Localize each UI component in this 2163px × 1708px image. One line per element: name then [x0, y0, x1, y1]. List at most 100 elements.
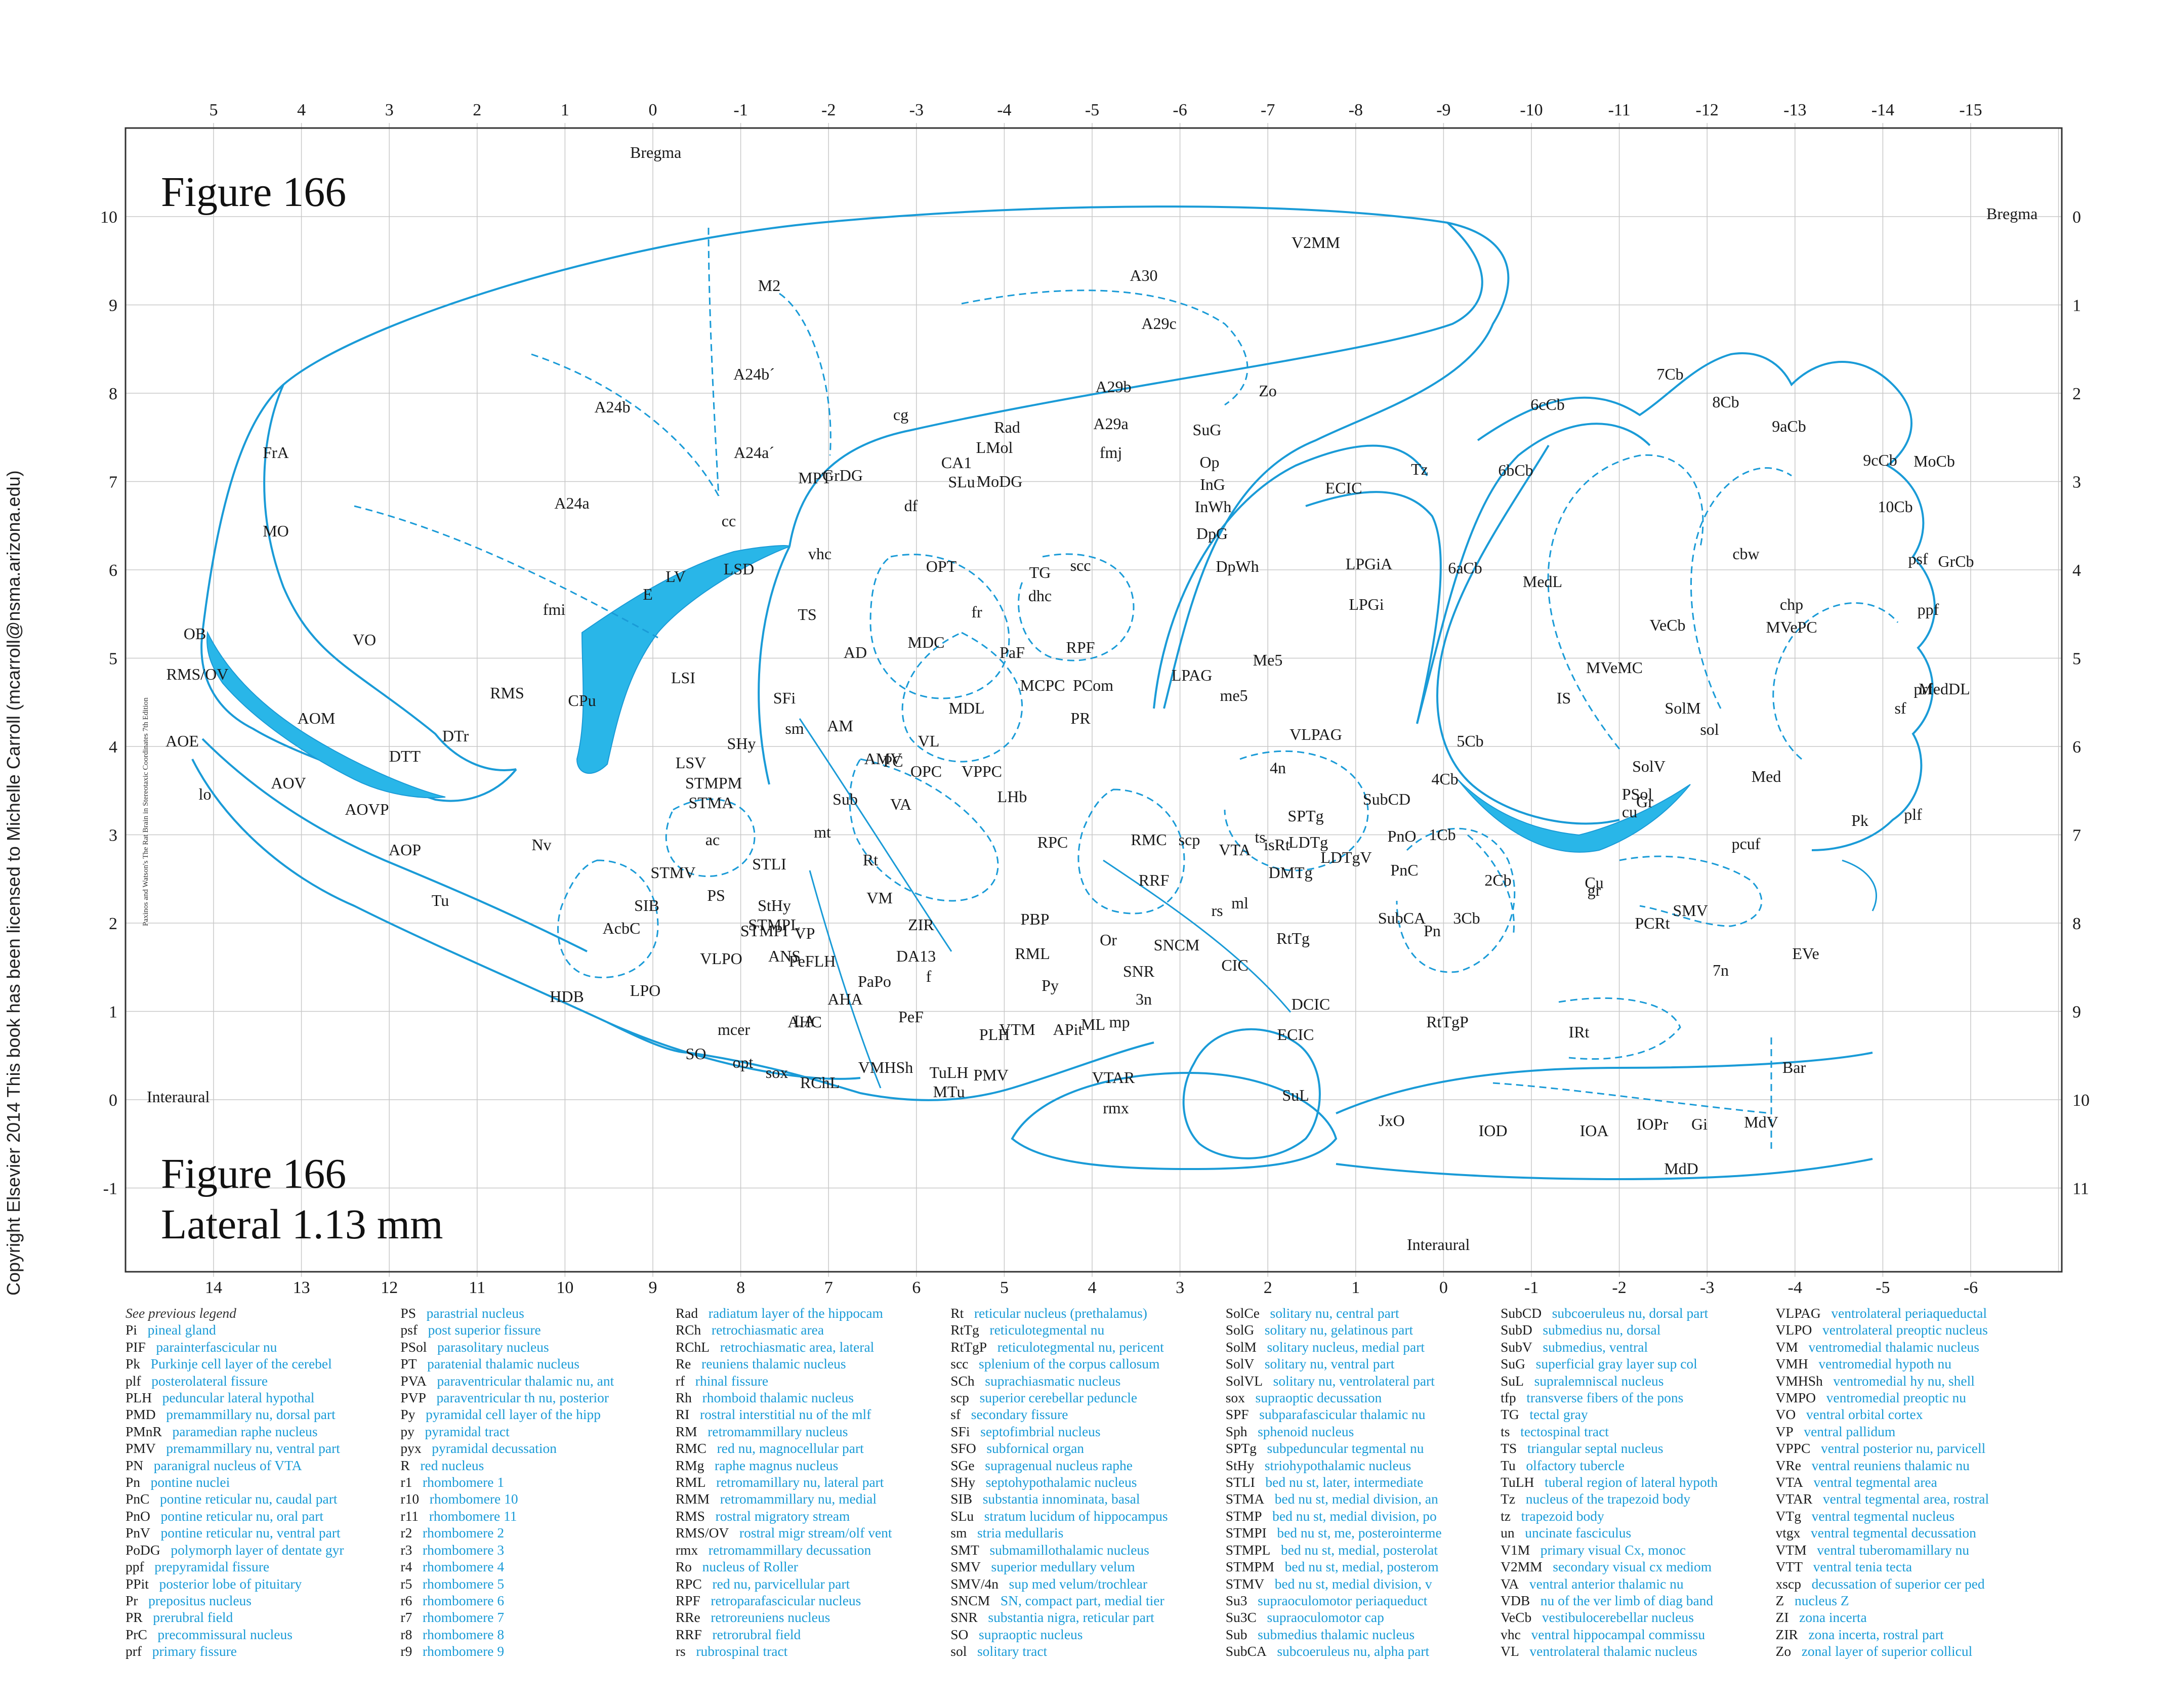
legend-entry: SPTg subpeduncular tegmental nu	[1226, 1440, 1499, 1456]
region-label: sm	[785, 719, 804, 737]
region-label: Rt	[863, 851, 878, 869]
legend-abbreviation: VDB	[1501, 1592, 1530, 1608]
region-label: MVePC	[1766, 618, 1817, 636]
legend-abbreviation: STMPM	[1225, 1559, 1274, 1575]
legend-definition: rhombomere 10	[426, 1491, 518, 1507]
legend-definition: trapezoid body	[1517, 1508, 1604, 1524]
legend-abbreviation: vhc	[1501, 1626, 1521, 1642]
region-label: VMHSh	[858, 1058, 913, 1076]
legend-entry: SolG solitary nu, gelatinous part	[1226, 1321, 1499, 1338]
figure-title-bottom: Figure 166	[161, 1150, 347, 1197]
legend-entry: PnO pontine reticular nu, oral part	[126, 1508, 398, 1524]
region-label: VPPC	[962, 762, 1002, 780]
legend-definition: bed nu st, medial, posterolat	[1277, 1542, 1438, 1558]
left-axis-tick: 7	[109, 473, 117, 492]
region-label: Cu	[1585, 873, 1603, 892]
legend-entry: r11 rhombomere 11	[400, 1508, 673, 1524]
legend-abbreviation: Pk	[126, 1356, 141, 1372]
legend-entry: VTA ventral tegmental area	[1776, 1474, 2049, 1490]
legend-abbreviation: VLPO	[1775, 1322, 1812, 1338]
legend-definition: reticulotegmental nu, pericent	[993, 1339, 1164, 1355]
legend-definition: rhomboid thalamic nucleus	[698, 1390, 854, 1406]
legend-abbreviation: PPit	[126, 1575, 149, 1592]
left-axis-tick: 4	[109, 738, 117, 757]
legend-definition: pyramidal decussation	[428, 1440, 557, 1456]
top-axis-tick: -9	[1436, 101, 1450, 119]
region-label: gr	[1588, 881, 1601, 899]
legend-definition: tectal gray	[1526, 1406, 1588, 1423]
legend-definition: substantia innominata, basal	[979, 1491, 1140, 1507]
legend-definition: striohypothalamic nucleus	[1261, 1457, 1411, 1473]
legend-abbreviation: RRe	[675, 1609, 700, 1626]
legend-entry: Pi pineal gland	[126, 1321, 398, 1338]
region-label: MCPC	[1020, 676, 1065, 694]
legend-abbreviation: SolG	[1225, 1322, 1255, 1338]
legend-entry: r9 rhombomere 9	[400, 1643, 673, 1659]
legend-abbreviation: Sub	[1225, 1626, 1247, 1642]
region-label: MDL	[948, 699, 984, 717]
region-label: DTT	[389, 747, 421, 765]
legend-entry: psf post superior fissure	[400, 1321, 673, 1338]
region-label: 4n	[1270, 759, 1286, 777]
region-label: VP	[795, 924, 815, 942]
legend-definition: sup med velum/trochlear	[1005, 1575, 1148, 1592]
legend-entry: VP ventral pallidum	[1776, 1423, 2049, 1440]
bottom-axis-tick: 1	[1351, 1278, 1360, 1296]
legend-abbreviation: VP	[1775, 1423, 1794, 1439]
region-label: Gr	[1636, 793, 1653, 811]
legend-abbreviation: r5	[400, 1575, 412, 1592]
legend-abbreviation: sol	[950, 1643, 967, 1659]
region-label: SubCD	[1363, 790, 1410, 808]
region-label: RMS	[490, 684, 524, 702]
legend-entry: SubCA subcoeruleus nu, alpha part	[1226, 1643, 1499, 1659]
region-label: MdV	[1744, 1113, 1778, 1131]
region-label: RML	[1015, 944, 1050, 963]
legend-definition: superior medullary velum	[987, 1559, 1135, 1575]
legend-definition: ventromedial preoptic nu	[1822, 1390, 1967, 1406]
legend-definition: bed nu st, medial division, an	[1271, 1491, 1438, 1507]
legend-entry: RI rostral interstitial nu of the mlf	[676, 1406, 948, 1423]
region-label: 6bCb	[1498, 461, 1533, 479]
legend-abbreviation: SuL	[1501, 1372, 1524, 1389]
region-label: PLH	[979, 1025, 1010, 1044]
legend-entry: SubD submedius nu, dorsal	[1501, 1321, 1773, 1338]
region-label: MVeMC	[1586, 658, 1643, 677]
legend-definition: vestibulocerebellar nucleus	[1538, 1609, 1694, 1626]
legend-definition: bed nu st, medial division, v	[1271, 1575, 1432, 1592]
region-label: VL	[918, 732, 940, 750]
region-label: E	[643, 585, 653, 603]
region-label: Me5	[1253, 651, 1283, 669]
region-label: Nv	[531, 836, 551, 854]
region-label: cg	[893, 405, 908, 424]
legend-definition: prerubral field	[149, 1609, 233, 1626]
region-label: AHA	[827, 990, 862, 1008]
legend-entry: PLH peduncular lateral hypothal	[126, 1389, 398, 1406]
region-label: LV	[665, 567, 686, 586]
top-axis-tick: -15	[1959, 101, 1982, 119]
right-axis-tick: 0	[2072, 208, 2081, 227]
region-label: GrCb	[1938, 552, 1974, 570]
legend-entry: R red nucleus	[400, 1457, 673, 1474]
legend-abbreviation: VMPO	[1775, 1390, 1816, 1406]
region-label: 10Cb	[1878, 497, 1912, 516]
legend-definition: precommissural nucleus	[154, 1626, 293, 1642]
region-label: SNCM	[1154, 936, 1200, 954]
legend-entry: STMPM bed nu st, medial, posterom	[1226, 1558, 1499, 1575]
region-label: 8Cb	[1712, 393, 1739, 411]
region-label: pcuf	[1732, 835, 1761, 853]
legend-entry: sox supraoptic decussation	[1226, 1389, 1499, 1406]
region-label: AM	[827, 717, 853, 735]
top-axis-tick: -5	[1085, 101, 1099, 119]
legend-abbreviation: VMH	[1775, 1356, 1808, 1372]
legend-entry: STLI bed nu st, later, intermediate	[1226, 1474, 1499, 1490]
legend-abbreviation: VA	[1501, 1575, 1519, 1592]
interaural-left-label: Interaural	[147, 1088, 210, 1106]
region-label: me5	[1220, 686, 1247, 704]
legend-column: Rad radiatum layer of the hippocam RCh re…	[676, 1305, 948, 1689]
region-label: AcbC	[603, 919, 641, 937]
legend-entry: r5 rhombomere 5	[400, 1575, 673, 1592]
region-label: SFi	[773, 689, 796, 707]
legend-abbreviation: Tu	[1501, 1457, 1516, 1473]
legend-definition: nucleus of Roller	[698, 1559, 798, 1575]
region-label: VeCb	[1649, 616, 1685, 634]
